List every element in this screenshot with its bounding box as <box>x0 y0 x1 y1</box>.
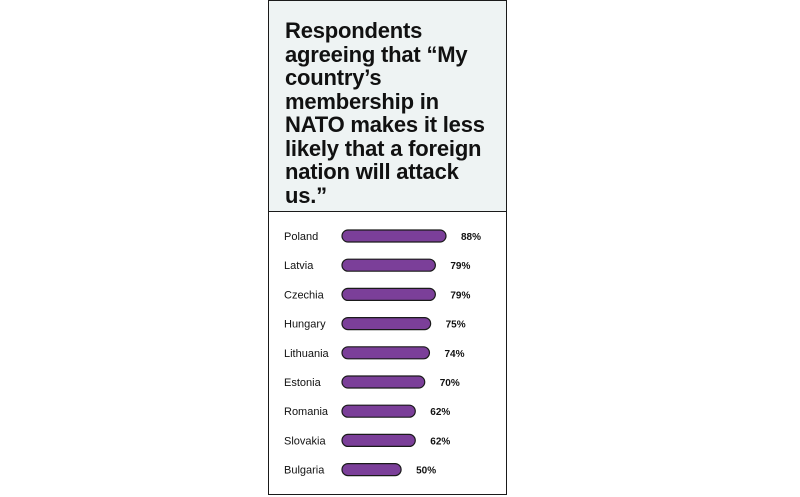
value-label: 79% <box>450 290 470 301</box>
value-label: 88% <box>461 232 481 243</box>
chart-title: Respondents agreeing that “My country’s … <box>285 18 485 208</box>
category-label: Estonia <box>284 377 322 389</box>
value-label: 50% <box>416 466 436 477</box>
category-label: Romania <box>284 406 329 418</box>
bar <box>341 287 436 302</box>
category-label: Poland <box>284 231 318 243</box>
bar <box>341 316 432 331</box>
bar <box>341 433 416 447</box>
category-label: Latvia <box>284 260 314 272</box>
bar <box>341 375 426 389</box>
category-label: Hungary <box>284 319 326 331</box>
value-label: 62% <box>430 436 450 447</box>
category-label: Slovakia <box>284 435 326 447</box>
bar <box>341 463 402 477</box>
bar-chart: Poland 88% Latvia 79% Czechia 79% Hungary 75% Li… <box>284 229 481 477</box>
chart-card: Respondents agreeing that “My country’s … <box>268 0 507 495</box>
value-label: 62% <box>430 407 450 418</box>
bar <box>341 346 431 360</box>
category-label: Czechia <box>284 289 325 301</box>
value-label: 74% <box>444 349 464 360</box>
value-label: 79% <box>450 261 470 272</box>
bar <box>341 258 436 272</box>
chart-header: Respondents agreeing that “My country’s … <box>269 1 506 212</box>
bar <box>341 404 416 418</box>
value-label: 75% <box>446 320 466 331</box>
category-label: Lithuania <box>284 348 330 360</box>
category-label: Bulgaria <box>284 465 325 477</box>
bar <box>341 229 447 243</box>
value-label: 70% <box>440 378 460 389</box>
